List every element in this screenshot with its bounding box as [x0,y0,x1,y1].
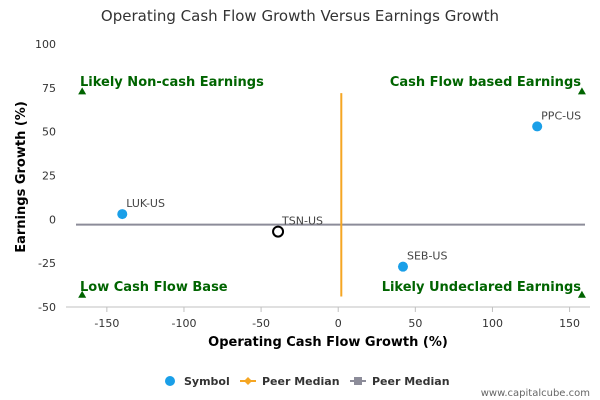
data-point-label: SEB-US [407,250,447,263]
y-tick-labels: 100 75 50 25 0 -25 -50 [35,38,56,314]
data-point [397,261,408,272]
data-point-label: PPC-US [541,109,581,122]
quadrant-label-top-left: Likely Non-cash Earnings [80,75,264,90]
x-tick-label: -100 [171,317,196,330]
x-tick-label: -150 [94,317,119,330]
legend-label: Peer Median [372,375,450,388]
credit-text: www.capitalcube.com [481,388,590,399]
data-points: PPC-US LUK-US SEB-US TSN-US [117,109,581,272]
legend-symbol-marker [165,376,175,386]
x-tick-label: 50 [408,317,422,330]
y-tick-label: 0 [49,213,56,226]
data-point [117,209,128,220]
x-tick-label: 0 [335,317,342,330]
quadrant-label-bottom-left: Low Cash Flow Base [80,280,228,295]
y-axis-label: Earnings Growth (%) [14,101,29,253]
y-tick-label: 75 [42,82,56,95]
x-tick-marks [106,307,571,312]
y-tick-label: 50 [42,126,56,139]
legend-label: Symbol [184,375,230,388]
data-point [272,225,285,238]
x-axis-label: Operating Cash Flow Growth (%) [208,335,448,350]
y-tick-label: 25 [42,170,56,183]
quadrant-label-top-right: Cash Flow based Earnings [390,75,581,90]
chart-title: Operating Cash Flow Growth Versus Earnin… [101,7,499,25]
quadrant-markers [78,87,586,298]
legend-label: Peer Median [262,375,340,388]
legend-diamond-marker [244,377,252,385]
quadrant-marker [577,290,586,298]
x-tick-label: -50 [252,317,270,330]
quadrant-label-bottom-right: Likely Undeclared Earnings [382,280,582,295]
quadrant-marker [78,87,87,95]
data-point-label: TSN-US [281,215,323,228]
y-tick-label: -25 [38,257,56,270]
y-tick-label: -50 [38,301,56,314]
data-point-label: LUK-US [126,197,165,210]
x-tick-label: 100 [482,317,503,330]
quadrant-marker [577,87,586,95]
legend-square-marker [354,377,362,385]
legend: Symbol Peer Median Peer Median [165,375,450,388]
y-tick-label: 100 [35,38,56,51]
data-point [532,121,543,132]
x-tick-labels: -150 -100 -50 0 50 100 150 [94,317,580,330]
x-tick-label: 150 [559,317,580,330]
quadrant-marker [78,290,87,298]
